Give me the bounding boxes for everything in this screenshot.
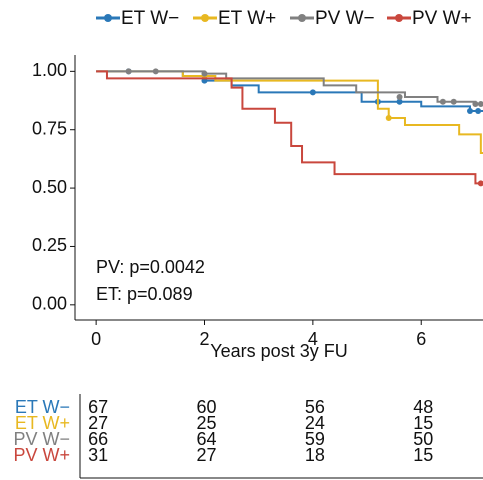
risk-count: 15 [413,445,433,465]
legend-label: ET W+ [218,8,276,29]
risk-count: 27 [196,445,216,465]
legend-marker [395,14,403,22]
y-tick-label: 0.50 [32,177,67,197]
risk-count: 27 [88,413,108,433]
y-tick-label: 0.00 [32,294,67,314]
survival-curve [96,70,483,155]
x-tick-label: 6 [416,329,426,349]
censor-mark [475,108,482,115]
y-tick-label: 1.00 [32,60,67,80]
legend-marker [298,14,306,22]
y-tick-label: 0.25 [32,235,67,255]
risk-count: 59 [305,429,325,449]
risk-count: 48 [413,397,433,417]
censor-mark [309,89,316,96]
censor-mark [477,180,483,187]
censor-mark [477,101,483,108]
censor-mark [466,108,473,115]
risk-count: 25 [196,413,216,433]
risk-count: 66 [88,429,108,449]
survival-curve [96,70,483,106]
censor-mark [472,101,479,108]
risk-row-label: PV W+ [13,445,70,465]
censor-mark [450,98,457,105]
legend-marker [201,14,209,22]
censor-mark [396,98,403,105]
legend-label: PV W+ [412,8,472,29]
censor-mark [396,94,403,101]
risk-count: 67 [88,397,108,417]
risk-count: 50 [413,429,433,449]
risk-count: 60 [196,397,216,417]
annotation: PV: p=0.0042 [96,257,205,277]
y-tick-label: 0.75 [32,118,67,138]
risk-count: 24 [305,413,325,433]
survival-curve [96,70,483,113]
risk-row-label: ET W+ [15,413,70,433]
censor-mark [152,68,159,75]
risk-row-label: PV W− [13,429,70,449]
risk-count: 31 [88,445,108,465]
censor-mark [201,70,208,77]
legend-marker [104,14,112,22]
risk-count: 64 [196,429,216,449]
survival-curve [96,70,483,185]
censor-mark [125,68,132,75]
risk-count: 18 [305,445,325,465]
censor-mark [385,115,392,122]
x-axis-label: Years post 3y FU [210,341,347,361]
risk-row-label: ET W− [15,397,70,417]
x-tick-label: 4 [308,329,318,349]
legend-label: ET W− [121,8,179,29]
censor-mark [439,98,446,105]
x-tick-label: 2 [199,329,209,349]
risk-count: 15 [413,413,433,433]
x-tick-label: 0 [91,329,101,349]
legend-label: PV W− [315,8,375,29]
annotation: ET: p=0.089 [96,284,193,304]
risk-count: 56 [305,397,325,417]
